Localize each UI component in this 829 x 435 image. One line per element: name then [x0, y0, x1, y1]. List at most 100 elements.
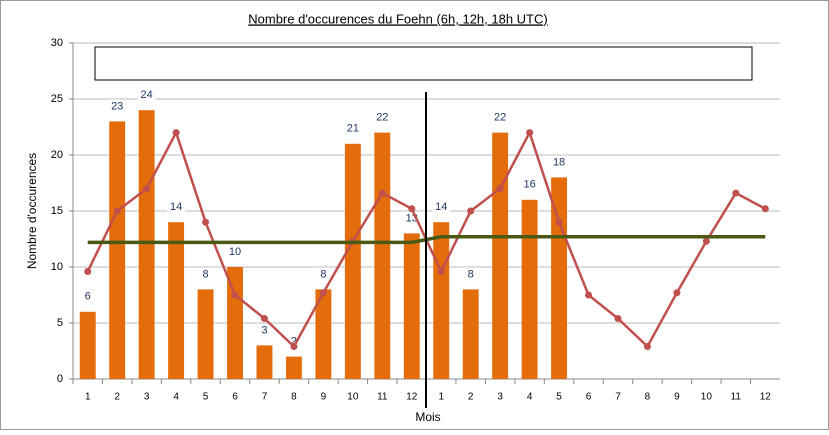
line-marker	[467, 207, 475, 215]
data-label-bg	[108, 99, 127, 114]
data-label: 21	[347, 123, 359, 135]
data-label-bg	[314, 267, 333, 282]
x-tick-label: 4	[173, 392, 179, 403]
y-tick-label: 15	[51, 205, 63, 217]
line-marker	[585, 291, 593, 299]
x-tick-label: 11	[377, 392, 388, 403]
x-tick-label: 7	[615, 392, 621, 403]
data-label: 23	[111, 100, 123, 112]
data-label: 14	[170, 201, 182, 213]
y-tick-label: 20	[51, 149, 63, 161]
data-label-bg	[550, 155, 569, 170]
line-marker	[202, 218, 210, 226]
data-label-bg	[373, 110, 392, 125]
line-marker	[702, 237, 710, 245]
y-tick-label: 10	[51, 261, 63, 273]
x-tick-label: 12	[760, 392, 772, 403]
data-label-bg	[137, 88, 156, 103]
data-label: 2	[291, 336, 297, 348]
line-marker	[143, 185, 151, 193]
x-tick-label: 9	[321, 392, 327, 403]
line-marker	[673, 289, 681, 297]
bar	[168, 222, 185, 379]
data-label-bg	[461, 267, 480, 282]
x-tick-label: 2	[468, 392, 474, 403]
line-marker	[526, 129, 534, 137]
line-marker	[84, 267, 92, 275]
y-tick-label: 25	[51, 93, 63, 105]
line-marker	[643, 343, 651, 351]
x-axis-label: Mois	[415, 410, 440, 424]
chart-title: Nombre d'occurences du Foehn (6h, 12h, 1…	[248, 11, 547, 26]
data-label: 24	[141, 89, 153, 101]
data-label-bg	[520, 177, 539, 192]
bar	[462, 289, 479, 379]
data-label: 3	[261, 324, 267, 336]
bar	[403, 233, 420, 379]
bar	[197, 289, 214, 379]
line-marker	[496, 185, 504, 193]
bar	[285, 356, 302, 379]
line-marker	[614, 315, 622, 323]
x-tick-label: 11	[731, 392, 742, 403]
bar	[138, 110, 155, 379]
bar	[521, 199, 538, 379]
x-tick-label: 5	[203, 392, 209, 403]
x-tick-label: 4	[527, 392, 533, 403]
data-label-bg	[78, 289, 97, 304]
data-label: 8	[468, 268, 474, 280]
line-marker	[378, 189, 386, 197]
x-tick-label: 8	[291, 392, 297, 403]
y-axis-label: Nombre d'occurences	[25, 153, 39, 269]
data-label-bg	[226, 245, 245, 259]
x-tick-label: 10	[347, 392, 359, 403]
data-label: 6	[85, 291, 91, 303]
data-label: 18	[553, 156, 565, 168]
line-marker	[761, 205, 769, 213]
bar	[433, 222, 450, 379]
bar	[551, 177, 568, 379]
data-label: 14	[435, 201, 447, 213]
bar	[344, 143, 361, 379]
data-label: 16	[523, 179, 535, 191]
legend	[94, 46, 753, 81]
y-tick-label: 0	[57, 373, 63, 385]
data-label-bg	[432, 200, 451, 215]
line-marker	[231, 291, 239, 299]
x-tick-label: 5	[556, 392, 562, 403]
data-label-bg	[491, 110, 510, 125]
line-marker	[113, 207, 121, 215]
line-marker	[172, 129, 180, 137]
x-tick-label: 2	[114, 392, 120, 403]
bar	[109, 121, 126, 380]
data-label-bg	[402, 211, 421, 226]
data-label-bg	[196, 267, 215, 282]
data-label: 22	[494, 112, 506, 124]
line-marker	[732, 189, 740, 197]
data-label: 8	[320, 268, 326, 280]
x-tick-label: 3	[497, 392, 503, 403]
data-label: 22	[376, 112, 388, 124]
data-label-bg	[255, 323, 274, 338]
bar	[315, 289, 332, 379]
bar	[256, 345, 273, 379]
y-tick-label: 5	[57, 317, 63, 329]
data-label-bg	[167, 200, 186, 215]
bar	[79, 311, 96, 379]
bar	[227, 267, 243, 379]
data-label-bg	[343, 121, 362, 136]
x-tick-label: 3	[144, 392, 150, 403]
line-marker	[408, 205, 416, 213]
data-label: 8	[203, 268, 209, 280]
x-tick-label: 1	[438, 392, 444, 403]
y-tick-label: 30	[51, 37, 63, 49]
line-marker	[260, 315, 268, 323]
bar	[374, 132, 391, 379]
x-tick-label: 10	[701, 392, 713, 403]
line-marker	[555, 218, 563, 226]
x-tick-label: 9	[674, 392, 680, 403]
x-tick-label: 12	[406, 392, 418, 403]
bar	[492, 132, 509, 379]
line-marker	[319, 289, 327, 297]
